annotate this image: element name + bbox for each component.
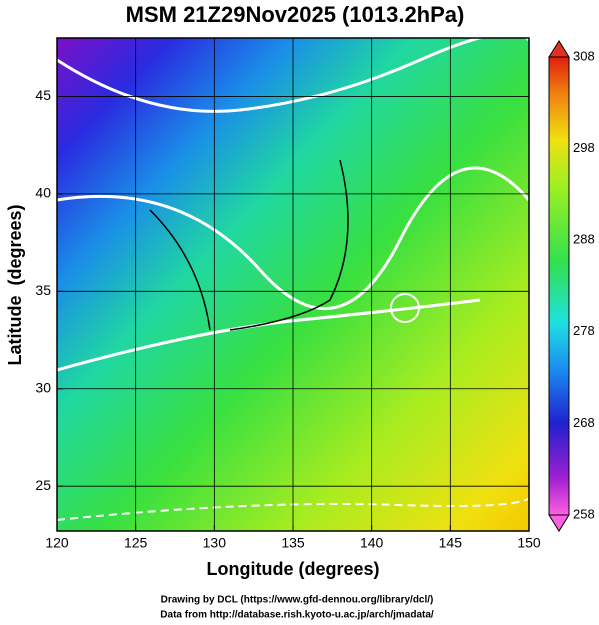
plot-frame <box>56 37 530 532</box>
y-tick-label: 25 <box>35 477 51 493</box>
axes: 120 125 130 135 140 145 150 25 30 35 40 45 258 268 278… <box>35 38 595 551</box>
y-tick-label: 30 <box>35 379 51 395</box>
colorbar-tick-label: 288 <box>573 232 595 247</box>
x-tick-label: 135 <box>281 535 305 551</box>
x-tick-label: 150 <box>517 535 541 551</box>
x-tick-label: 130 <box>203 535 227 551</box>
contour <box>57 490 529 521</box>
colorbar-tick-label: 298 <box>573 140 595 155</box>
colorbar-extend-bottom <box>548 514 570 532</box>
colorbar-tick-label: 258 <box>573 506 595 521</box>
x-tick-label: 145 <box>439 535 463 551</box>
credit-line: Data from http://database.rish.kyoto-u.a… <box>160 610 434 621</box>
x-axis-title: Longitude (degrees) <box>206 559 379 579</box>
y-tick-label: 45 <box>35 87 51 103</box>
x-tick-label: 140 <box>360 535 384 551</box>
colorbar-extend-top <box>548 40 570 58</box>
field <box>57 38 529 531</box>
colorbar <box>548 56 570 516</box>
contour <box>57 38 529 113</box>
vortex <box>390 293 420 323</box>
contour <box>57 166 529 310</box>
credit-line: Drawing by DCL (https://www.gfd-dennou.o… <box>161 595 434 606</box>
coastline <box>149 159 349 331</box>
x-tick-label: 125 <box>124 535 148 551</box>
y-axis-title: Latitude (degrees) <box>5 204 25 365</box>
y-tick-label: 40 <box>35 185 51 201</box>
colorbar-tick-label: 308 <box>573 48 595 63</box>
colorbar-tick-label: 278 <box>573 323 595 338</box>
x-tick-label: 120 <box>45 535 69 551</box>
title: MSM 21Z29Nov2025 (1013.2hPa) <box>126 2 465 27</box>
y-tick-label: 35 <box>35 282 51 298</box>
contour <box>57 298 481 372</box>
colorbar-tick-label: 268 <box>573 415 595 430</box>
